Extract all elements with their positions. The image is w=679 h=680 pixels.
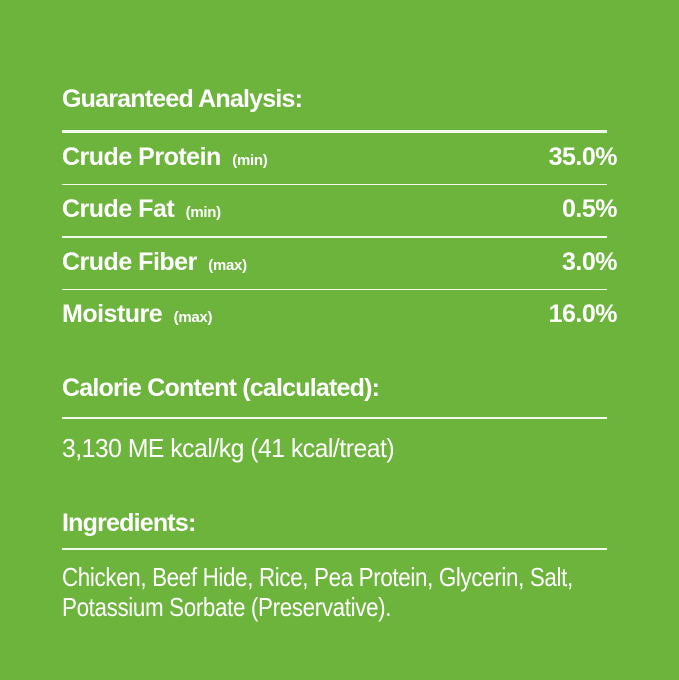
- calorie-content-value: 3,130 ME kcal/kg (41 kcal/treat): [62, 433, 395, 463]
- guaranteed-analysis-section: Guaranteed Analysis: Crude Protein (min)…: [62, 84, 618, 342]
- row-label: Crude Fat (min): [62, 194, 221, 228]
- ingredients-section: Ingredients: Chicken, Beef Hide, Rice, P…: [62, 508, 617, 622]
- ingredients-line: Chicken, Beef Hide, Rice, Pea Protein, G…: [62, 562, 573, 592]
- nutrient-value: 35.0%: [548, 142, 618, 171]
- nutrient-qualifier: (min): [232, 151, 268, 169]
- nutrient-name: Crude Fiber: [62, 247, 197, 276]
- nutrient-qualifier: (max): [208, 256, 247, 274]
- ingredients-list: Chicken, Beef Hide, Rice, Pea Protein, G…: [62, 562, 617, 622]
- nutrient-value: 3.0%: [562, 247, 617, 276]
- calorie-content-title: Calorie Content (calculated):: [62, 374, 380, 402]
- nutrient-name: Crude Protein: [62, 142, 221, 171]
- ingredients-line: Potassium Sorbate (Preservative).: [62, 592, 392, 622]
- section-divider: [62, 417, 607, 419]
- guaranteed-analysis-title: Guaranteed Analysis:: [62, 85, 303, 113]
- table-row: Moisture (max) 16.0%: [62, 290, 618, 341]
- nutrient-name: Moisture: [62, 300, 163, 328]
- nutrient-qualifier: (max): [173, 309, 213, 326]
- row-divider: [62, 183, 607, 185]
- nutrient-value: 0.5%: [562, 195, 617, 223]
- calorie-content-section: Calorie Content (calculated): 3,130 ME k…: [62, 373, 617, 463]
- guaranteed-analysis-table: Crude Protein (min) 35.0% Crude Fat (min…: [62, 133, 618, 342]
- ingredients-title: Ingredients:: [62, 509, 196, 537]
- row-divider: [62, 236, 607, 238]
- nutrient-name: Crude Fat: [62, 195, 175, 223]
- table-row: Crude Fiber (max) 3.0%: [62, 238, 617, 289]
- section-divider: [62, 130, 607, 133]
- row-divider: [62, 288, 607, 290]
- row-label: Moisture (max): [62, 299, 212, 333]
- table-row: Crude Protein (min) 35.0%: [62, 133, 618, 184]
- row-label: Crude Fiber (max): [62, 247, 247, 281]
- table-row: Crude Fat (min) 0.5%: [62, 185, 617, 236]
- section-divider: [62, 548, 607, 550]
- nutrient-qualifier: (min): [185, 204, 221, 221]
- nutrient-value: 16.0%: [548, 300, 618, 328]
- row-label: Crude Protein (min): [62, 142, 268, 176]
